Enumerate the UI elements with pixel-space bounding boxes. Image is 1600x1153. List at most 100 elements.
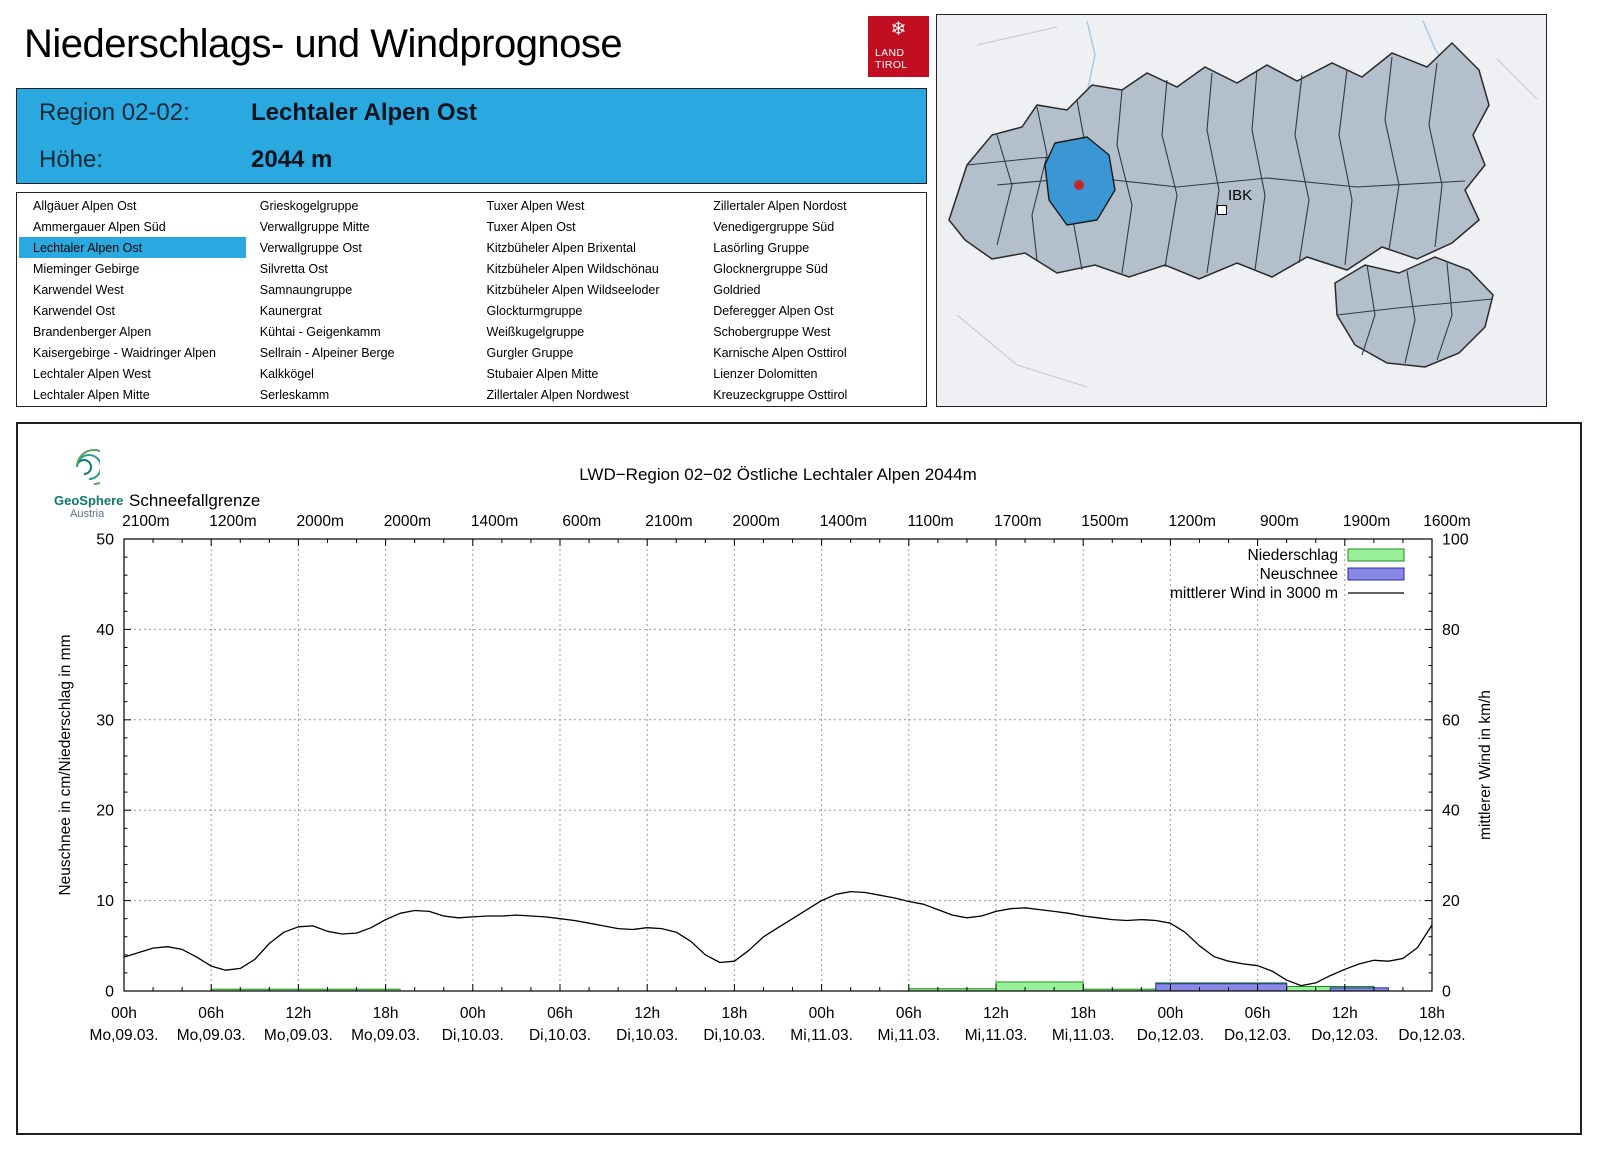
snowline-label: Schneefallgrenze [129, 491, 260, 510]
x-tick-day-label: Mo,09.03. [351, 1027, 420, 1044]
region-list-item[interactable]: Stubaier Alpen Mitte [486, 367, 599, 382]
x-tick-day-label: Do,12.03. [1398, 1027, 1465, 1044]
snowflake-icon: ❄ [890, 19, 907, 40]
region-list-item[interactable]: Lechtaler Alpen Ost [19, 237, 246, 259]
region-list-item[interactable]: Silvretta Ost [259, 261, 328, 276]
y-left-tick-label: 40 [96, 622, 114, 639]
land-tirol-logo: ❄ LAND TIROL [868, 16, 929, 77]
x-tick-day-label: Mi,11.03. [1052, 1027, 1115, 1044]
region-header: Region 02-02: Lechtaler Alpen Ost Höhe: … [16, 88, 927, 184]
snowline-value: 1400m [820, 513, 867, 530]
forecast-chart: 0 10 20 30 40 50 0 20 40 60 80 100 00h Mo,09.03. 06h Mo… [57, 465, 1494, 1044]
region-list-item[interactable]: Karnische Alpen Osttirol [713, 346, 847, 361]
region-list-item[interactable]: Lasörling Gruppe [713, 240, 810, 255]
region-list-item[interactable]: Karwendel Ost [33, 304, 115, 319]
region-list-item[interactable]: Lienzer Dolomitten [713, 367, 818, 382]
region-list-item[interactable]: Zillertaler Alpen Nordost [713, 198, 847, 213]
region-list-item[interactable]: Verwallgruppe Ost [259, 240, 362, 255]
snowline-value: 600m [562, 513, 601, 530]
region-list-item[interactable]: Sellrain - Alpeiner Berge [259, 346, 395, 361]
region-label: Region 02-02: [39, 98, 190, 126]
y-left-tick-label: 10 [96, 893, 114, 910]
x-tick-hour-label: 12h [634, 1005, 660, 1022]
legend-swatch [1347, 548, 1405, 562]
region-list-item[interactable]: Allgäuer Alpen Ost [33, 198, 137, 213]
region-list-item[interactable]: Tuxer Alpen West [486, 198, 585, 213]
tirol-map-svg [937, 15, 1546, 406]
snowline-value: 1400m [471, 513, 518, 530]
y-right-tick-label: 60 [1442, 712, 1460, 729]
region-list-item[interactable]: Serleskamm [259, 388, 330, 403]
x-tick-hour-label: 06h [1245, 1005, 1271, 1022]
region-list-item[interactable]: Glockturmgruppe [486, 304, 583, 319]
region-list-item[interactable]: Verwallgruppe Mitte [259, 219, 370, 234]
map-neighbor-borders [956, 26, 1538, 388]
region-list-item[interactable]: Tuxer Alpen Ost [486, 219, 576, 234]
region-list-item[interactable]: Weißkugelgruppe [486, 325, 585, 340]
region-list-item[interactable]: Samnaungruppe [259, 282, 353, 297]
forecast-chart-frame: GeoSphere Austria 0 10 20 30 40 50 0 20 40 60 80 10… [16, 422, 1582, 1135]
snowline-value: 2000m [296, 513, 343, 530]
x-tick-hour-label: 12h [285, 1005, 311, 1022]
x-tick-hour-label: 06h [547, 1005, 573, 1022]
snowline-value: 1600m [1423, 513, 1470, 530]
region-value: Lechtaler Alpen Ost [251, 98, 477, 126]
region-list-item[interactable]: Ammergauer Alpen Süd [33, 219, 166, 234]
y-left-axis-title: Neuschnee in cm/Niederschlag in mm [57, 634, 74, 895]
tirol-map: IBK [936, 14, 1547, 407]
x-tick-hour-label: 12h [983, 1005, 1009, 1022]
region-list-item[interactable]: Lechtaler Alpen West [33, 367, 151, 382]
geosphere-name: GeoSphere [54, 493, 124, 508]
y-right-tick-label: 40 [1442, 803, 1460, 820]
region-list-item[interactable]: Karwendel West [33, 282, 124, 297]
snowline-value: 900m [1260, 513, 1299, 530]
region-list-item[interactable]: Venedigergruppe Süd [713, 219, 835, 234]
region-list-item[interactable]: Grieskogelgruppe [259, 198, 359, 213]
chart-title: LWD−Region 02−02 Östliche Lechtaler Alpe… [579, 465, 977, 484]
x-tick-day-label: Di,10.03. [616, 1027, 678, 1044]
region-list-item[interactable]: Kitzbüheler Alpen Wildschönau [486, 261, 659, 276]
region-list-item[interactable]: Deferegger Alpen Ost [713, 304, 834, 319]
altitude-value: 2044 m [251, 145, 333, 173]
region-list-item[interactable]: Kaunergrat [259, 304, 322, 319]
snowline-value: 1200m [1168, 513, 1215, 530]
region-list-item[interactable]: Zillertaler Alpen Nordwest [486, 388, 629, 403]
x-tick-day-label: Mo,09.03. [264, 1027, 333, 1044]
region-list-item[interactable]: Brandenberger Alpen [33, 325, 152, 340]
region-list-item[interactable]: Mieminger Gebirge [33, 261, 140, 276]
page-title: Niederschlags- und Windprognose [24, 22, 623, 66]
region-list-item[interactable]: Glocknergruppe Süd [713, 261, 828, 276]
snowline-value: 1100m [907, 513, 953, 530]
legend-label: Niederschlag [1248, 547, 1338, 564]
region-list-item[interactable]: Lechtaler Alpen Mitte [33, 388, 150, 403]
x-tick-day-label: Mi,11.03. [790, 1027, 853, 1044]
x-tick-hour-label: 18h [373, 1005, 399, 1022]
x-tick-hour-label: 00h [111, 1005, 137, 1022]
region-list-item[interactable]: Goldried [713, 282, 761, 297]
ibk-marker [1217, 205, 1227, 215]
y-left-tick-label: 30 [96, 712, 114, 729]
snowline-value: 2000m [732, 513, 779, 530]
y-left-tick-label: 50 [96, 532, 114, 549]
x-tick-hour-label: 18h [721, 1005, 747, 1022]
region-list-item[interactable]: Kalkkögel [259, 367, 314, 382]
x-tick-hour-label: 00h [809, 1005, 835, 1022]
geosphere-logo: GeoSphere Austria [54, 446, 174, 520]
y-right-tick-label: 20 [1442, 893, 1460, 910]
region-list-item[interactable]: Kitzbüheler Alpen Wildseeloder [486, 282, 660, 297]
x-tick-hour-label: 18h [1419, 1005, 1445, 1022]
y-right-tick-label: 0 [1442, 984, 1451, 1001]
land-tirol-logo-line1: LAND [875, 46, 905, 59]
region-list-column: Tuxer Alpen West Tuxer Alpen Ost Kitzbühel… [473, 195, 700, 406]
snowline-value: 2100m [645, 513, 692, 530]
region-list-item[interactable]: Kühtai - Geigenkamm [259, 325, 381, 340]
newsnow-bar [1155, 983, 1288, 992]
region-list-column: Allgäuer Alpen Ost Ammergauer Alpen Süd Le… [19, 195, 246, 406]
region-list-item[interactable]: Kreuzeckgruppe Osttirol [713, 388, 848, 403]
snowline-value: 1500m [1081, 513, 1128, 530]
region-list-item[interactable]: Kitzbüheler Alpen Brixental [486, 240, 636, 255]
region-list-item[interactable]: Gurgler Gruppe [486, 346, 574, 361]
region-list-item[interactable]: Schobergruppe West [713, 325, 831, 340]
region-list-item[interactable]: Kaisergebirge - Waidringer Alpen [33, 346, 216, 361]
